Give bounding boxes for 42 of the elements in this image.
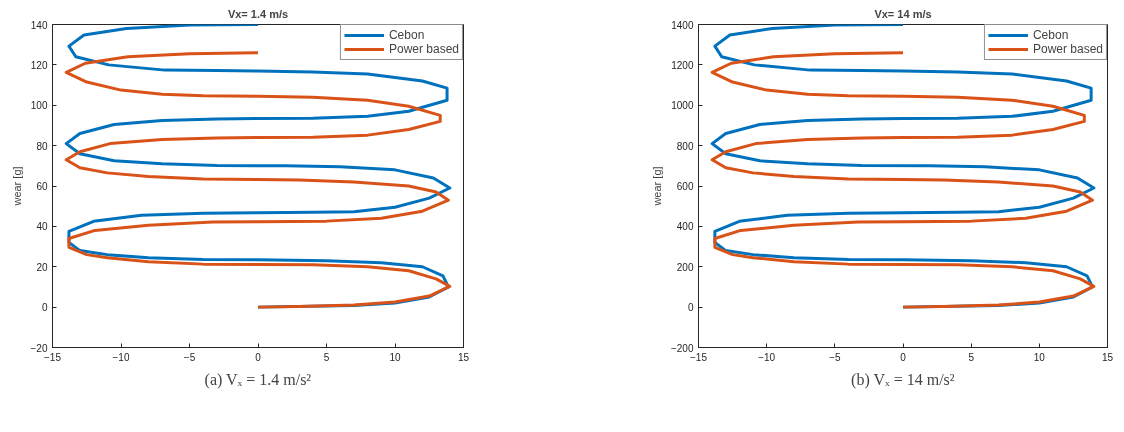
x-tick-label: −5 xyxy=(183,351,196,363)
y-tick-label: 400 xyxy=(676,221,694,233)
legend-label: Power based xyxy=(388,42,459,56)
y-axis-title: wear [g] xyxy=(10,166,23,207)
y-tick-label: −20 xyxy=(30,342,48,354)
x-tick-label: −15 xyxy=(690,351,708,363)
x-tick-label: −10 xyxy=(758,351,776,363)
y-tick-label: 0 xyxy=(41,302,48,314)
y-tick-label: 20 xyxy=(36,261,48,273)
y-tick-label: 1400 xyxy=(671,19,694,31)
y-axis-title: wear [g] xyxy=(650,166,663,207)
y-tick-label: 1200 xyxy=(671,59,694,71)
x-tick-label: −5 xyxy=(829,351,841,363)
y-tick-label: 60 xyxy=(36,181,48,192)
x-tick-label: 10 xyxy=(389,351,401,363)
y-tick-label: 80 xyxy=(36,140,48,152)
y-tick-label: 1000 xyxy=(671,100,694,112)
y-tick-label: 100 xyxy=(30,100,48,112)
x-tick-label: 5 xyxy=(323,351,330,363)
y-tick-label: 0 xyxy=(687,302,694,314)
text: (a) Vₓ = 1.4 m/s² xyxy=(204,370,312,389)
x-tick-label: 15 xyxy=(1101,351,1114,363)
y-tick-label: 140 xyxy=(30,19,48,31)
y-tick-label: 600 xyxy=(676,181,694,192)
chart-title: Vx= 14 m/s xyxy=(874,7,932,20)
y-tick-label: −200 xyxy=(670,342,694,354)
x-tick-label: −15 xyxy=(44,351,62,363)
y-tick-label: 800 xyxy=(676,140,694,152)
legend-label: Power based xyxy=(1032,42,1103,56)
y-tick-label: 200 xyxy=(676,261,694,273)
legend-label: Cebon xyxy=(388,28,425,42)
x-tick-label: 5 xyxy=(968,351,975,363)
x-tick-label: 0 xyxy=(900,351,907,363)
legend-label: Cebon xyxy=(1032,28,1069,42)
y-tick-label: 40 xyxy=(36,221,48,233)
y-tick-label: 120 xyxy=(30,59,48,71)
x-tick-label: 0 xyxy=(255,351,262,363)
chart-title: Vx= 1.4 m/s xyxy=(227,7,289,20)
x-tick-label: 15 xyxy=(457,351,470,363)
x-tick-label: −10 xyxy=(112,351,130,363)
x-tick-label: 10 xyxy=(1033,351,1046,363)
text: (b) Vₓ = 14 m/s² xyxy=(851,370,955,389)
